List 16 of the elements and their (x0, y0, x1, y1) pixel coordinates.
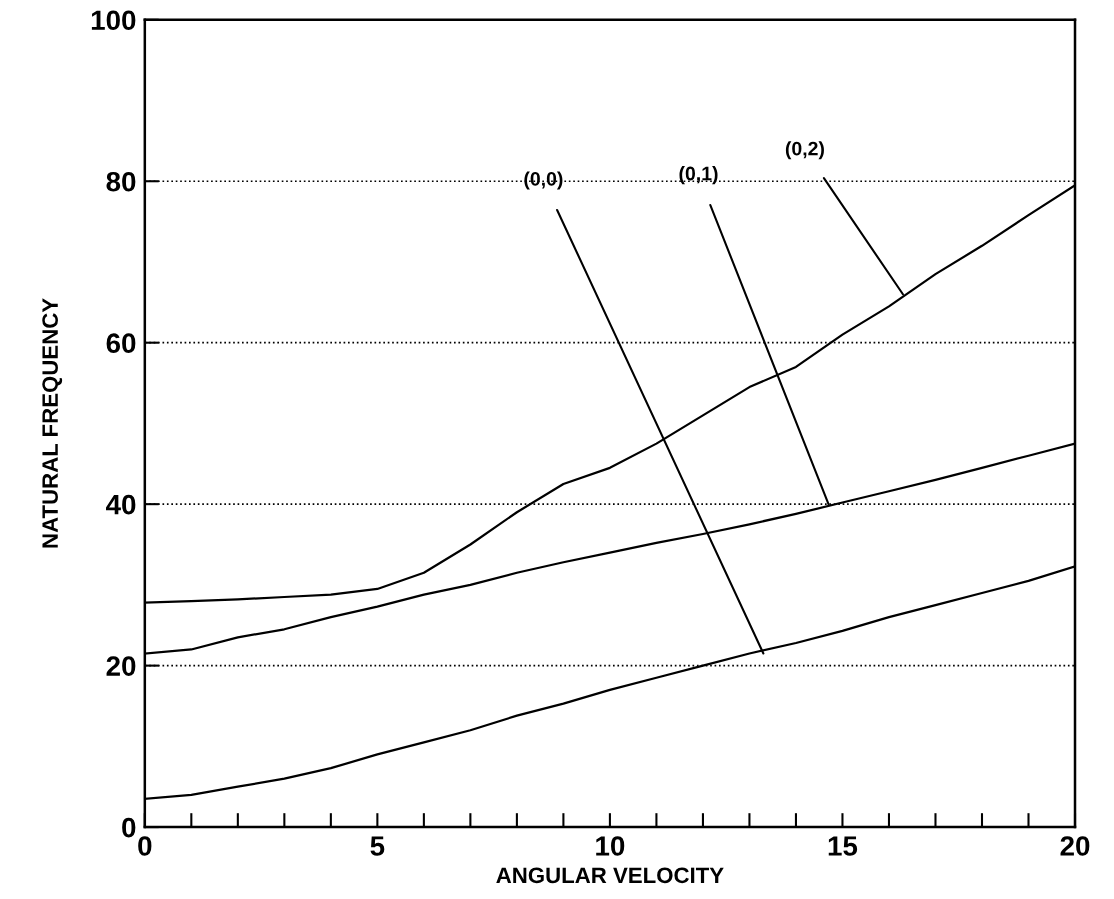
x-tick-label: 15 (828, 836, 858, 856)
y-tick-label: 80 (106, 171, 136, 192)
x-axis-title: ANGULAR VELOCITY (496, 867, 724, 884)
annotation: (0,2) (785, 141, 824, 160)
y-tick-label: 0 (122, 817, 136, 838)
x-tick-label: 0 (138, 836, 152, 856)
x-tick-label: 20 (1060, 836, 1090, 856)
y-tick-label: 60 (106, 333, 136, 354)
y-tick-label: 20 (106, 656, 136, 676)
y-axis-title: NATURAL FREQUENCY (42, 298, 63, 548)
y-tick-label: 40 (106, 494, 136, 515)
annotation: (0,0) (524, 171, 563, 190)
x-tick-label: 5 (370, 836, 385, 856)
x-tick-label: 10 (596, 836, 625, 856)
y-tick-label: 100 (91, 10, 136, 31)
annotation: (0,1) (679, 166, 718, 185)
